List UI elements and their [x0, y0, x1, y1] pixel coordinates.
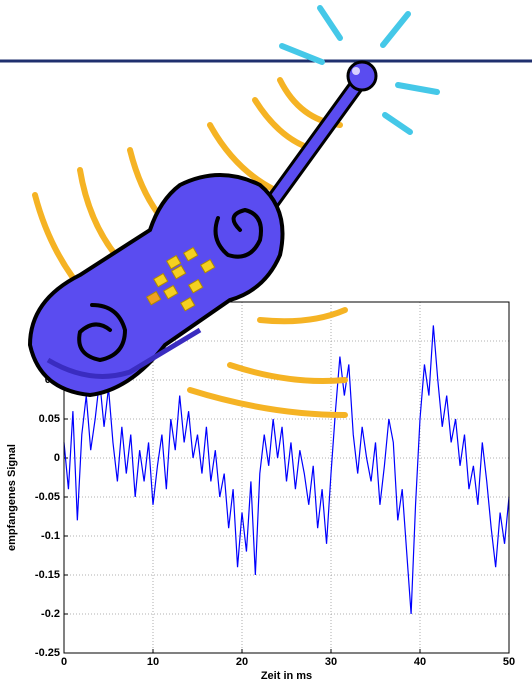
y-tick-label: -0.2 [41, 608, 60, 620]
x-tick-label: 30 [325, 656, 337, 668]
x-tick-label: 40 [414, 656, 426, 668]
signal-line [63, 325, 510, 615]
y-axis-label: empfangenes Signal [6, 444, 18, 551]
y-tick-label: -0.15 [35, 569, 60, 581]
x-tick-label: 0 [61, 656, 67, 668]
x-axis-label: Zeit in ms [261, 670, 312, 682]
x-tick-label: 10 [147, 656, 159, 668]
y-tick-label: -0.25 [35, 647, 60, 659]
phone-clipart [27, 5, 440, 418]
plot-frame [63, 301, 510, 654]
x-tick-label: 50 [503, 656, 515, 668]
y-tick-label: -0.1 [41, 530, 60, 542]
x-tick-label: 20 [236, 656, 248, 668]
y-tick-label: -0.05 [35, 491, 60, 503]
y-tick-label: 0 [54, 452, 60, 464]
y-tick-label: 0.05 [39, 413, 60, 425]
